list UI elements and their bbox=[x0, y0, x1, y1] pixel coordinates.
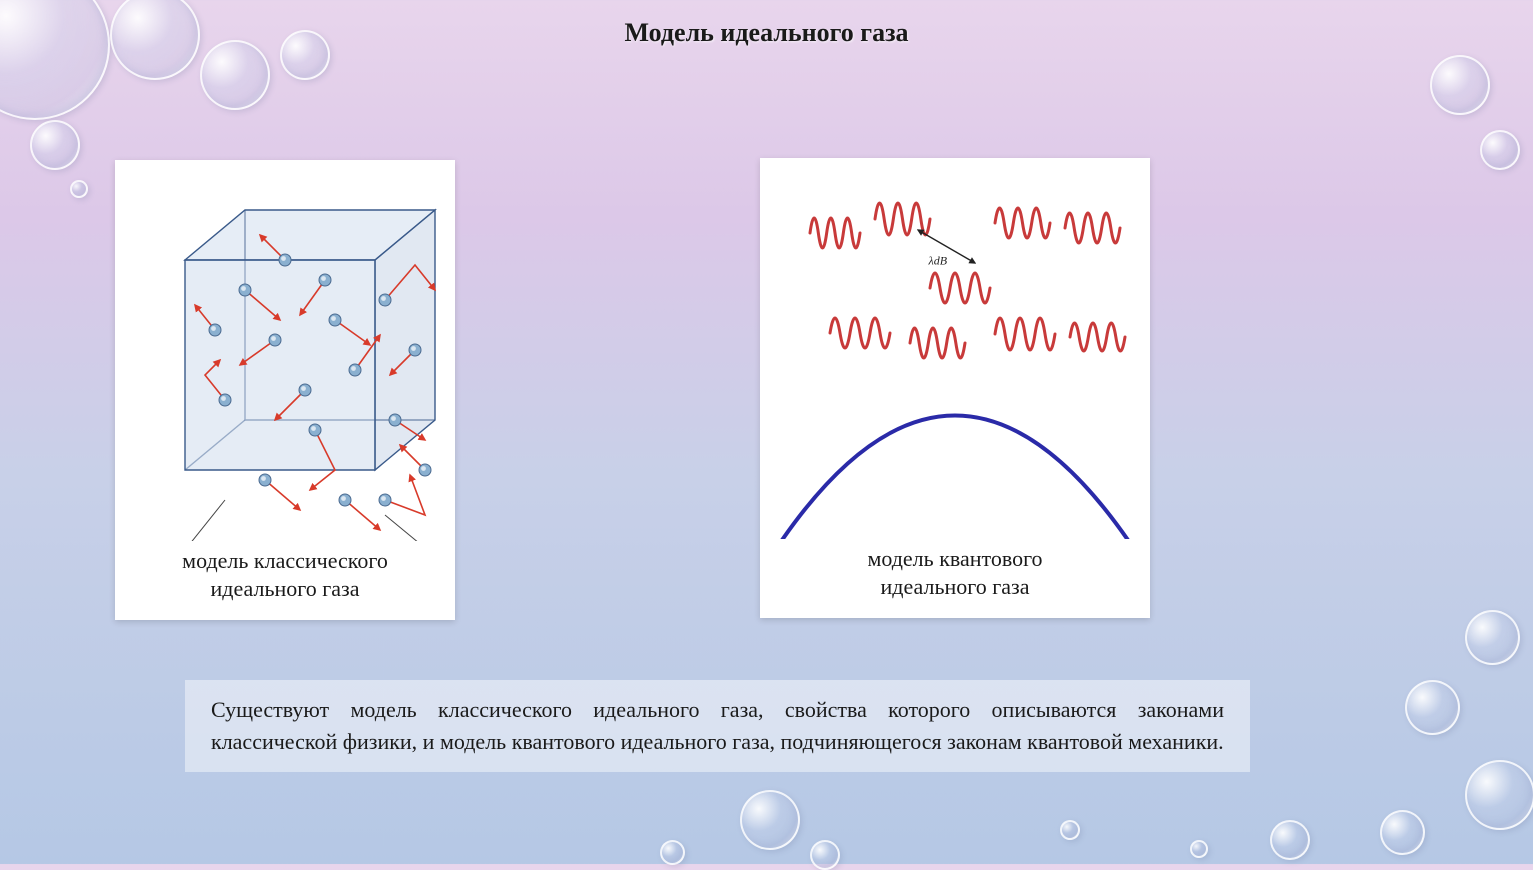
bubble-decoration bbox=[660, 840, 685, 865]
bubble-decoration bbox=[1060, 820, 1080, 840]
bubble-decoration bbox=[1270, 820, 1310, 860]
bubble-decoration bbox=[1480, 130, 1520, 170]
bubble-decoration bbox=[1190, 840, 1208, 858]
svg-text:λdB: λdB bbox=[928, 254, 948, 268]
bubble-decoration bbox=[1430, 55, 1490, 115]
bubble-decoration bbox=[1405, 680, 1460, 735]
figure-classical: модель классического идеального газа bbox=[115, 160, 455, 620]
caption-quantum: модель квантового идеального газа bbox=[867, 545, 1042, 600]
quantum-gas-diagram: λdB bbox=[770, 168, 1140, 539]
bubble-decoration bbox=[200, 40, 270, 110]
caption-quantum-line2: идеального газа bbox=[881, 574, 1030, 599]
bubble-decoration bbox=[1465, 610, 1520, 665]
slide-title: Модель идеального газа bbox=[0, 18, 1533, 48]
caption-classical-line2: идеального газа bbox=[211, 576, 360, 601]
bubble-decoration bbox=[30, 120, 80, 170]
caption-classical: модель классического идеального газа bbox=[182, 547, 388, 602]
bubble-decoration bbox=[1465, 760, 1533, 830]
body-text-panel: Существуют модель классического идеально… bbox=[185, 680, 1250, 772]
bubble-decoration bbox=[740, 790, 800, 850]
bubble-decoration bbox=[810, 840, 840, 870]
body-text: Существуют модель классического идеально… bbox=[211, 697, 1224, 754]
bubble-decoration bbox=[70, 180, 88, 198]
bubble-decoration bbox=[1380, 810, 1425, 855]
classical-gas-diagram bbox=[125, 170, 445, 541]
caption-classical-line1: модель классического bbox=[182, 548, 388, 573]
caption-quantum-line1: модель квантового bbox=[867, 546, 1042, 571]
figure-quantum: λdB модель квантового идеального газа bbox=[760, 158, 1150, 618]
